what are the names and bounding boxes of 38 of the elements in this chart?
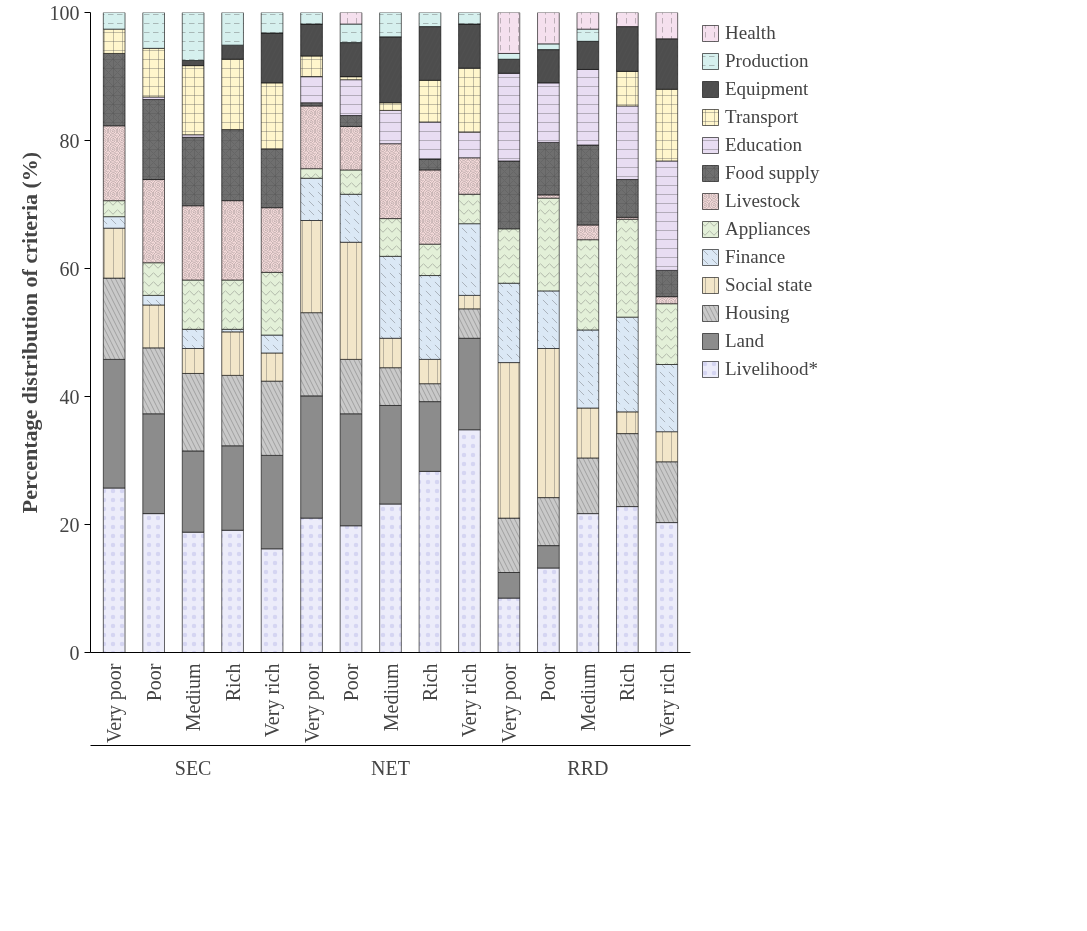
x-tick-label: Poor xyxy=(537,663,560,702)
x-tick-label: Medium xyxy=(379,663,402,732)
y-tick-label: 100 xyxy=(49,1,80,24)
x-tick-label: Very rich xyxy=(458,663,482,738)
legend-label: Education xyxy=(725,134,803,156)
legend-label: Production xyxy=(725,50,809,72)
legend-label: Appliances xyxy=(725,218,811,240)
legend-label: Land xyxy=(725,330,765,352)
x-tick-label: Rich xyxy=(221,663,244,702)
x-tick-label: Poor xyxy=(340,663,363,702)
legend-label: Finance xyxy=(725,246,786,268)
x-tick-label: Very poor xyxy=(300,663,324,743)
legend-label: Livestock xyxy=(725,190,800,212)
x-tick-label: Very poor xyxy=(103,663,127,743)
text: RRD xyxy=(567,756,609,779)
legend-label: Health xyxy=(725,22,776,44)
y-axis-title: Percentage distribution of criteria (%) xyxy=(16,151,42,514)
y-tick-label: 40 xyxy=(59,385,80,408)
legend-label: Housing xyxy=(725,302,790,324)
text: NET xyxy=(371,756,410,779)
x-tick-label: Rich xyxy=(418,663,441,702)
y-tick-label: 0 xyxy=(69,641,80,664)
y-tick-label: 20 xyxy=(59,513,80,536)
legend-label: Social state xyxy=(725,274,813,296)
legend-label: Equipment xyxy=(725,78,809,100)
x-tick-label: Rich xyxy=(616,663,639,702)
x-tick-label: Medium xyxy=(576,663,599,732)
x-tick-label: Poor xyxy=(142,663,165,702)
y-tick-label: 60 xyxy=(59,257,80,280)
text: SEC xyxy=(174,756,212,779)
x-tick-label: Very rich xyxy=(261,663,285,738)
x-tick-label: Very rich xyxy=(655,663,679,738)
legend-label: Transport xyxy=(725,106,799,128)
legend-label: Livelihood* xyxy=(725,358,818,380)
x-tick-label: Medium xyxy=(182,663,205,732)
legend-label: Food supply xyxy=(725,162,820,184)
y-tick-label: 80 xyxy=(59,129,80,152)
x-tick-label: Very poor xyxy=(497,663,521,743)
